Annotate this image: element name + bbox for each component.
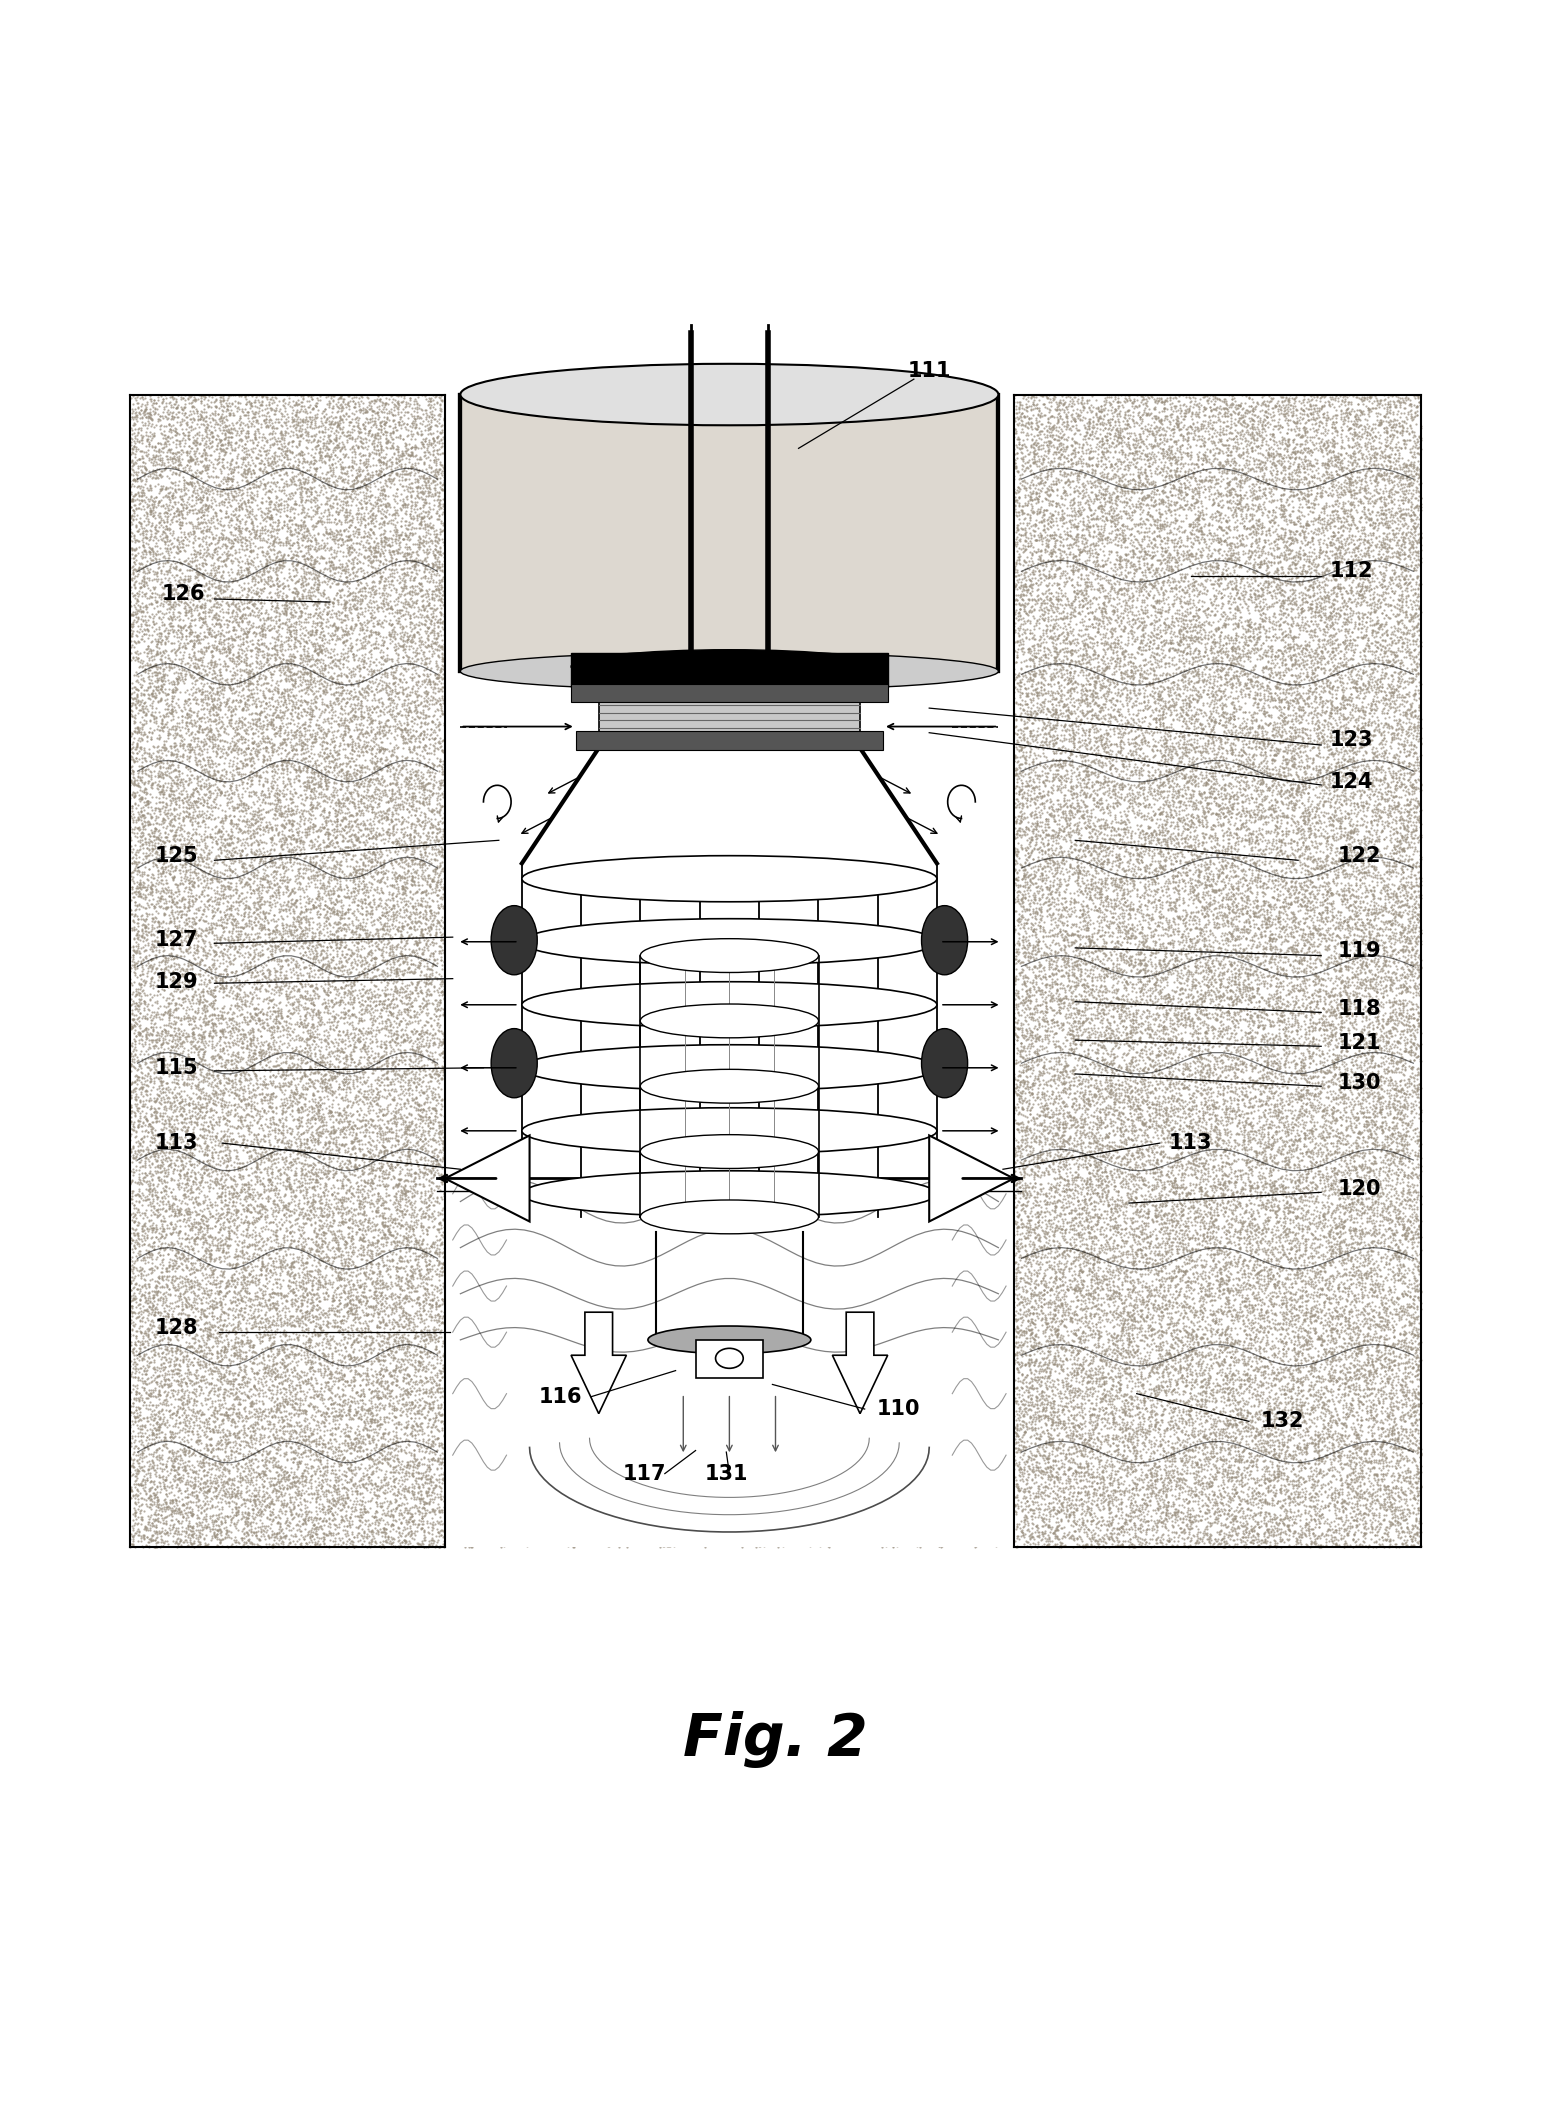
Ellipse shape — [521, 982, 937, 1028]
Ellipse shape — [641, 1134, 819, 1169]
Text: 132: 132 — [1261, 1412, 1304, 1431]
Bar — [461, 395, 999, 671]
Ellipse shape — [571, 650, 887, 684]
Text: 123: 123 — [1331, 730, 1374, 749]
Text: 122: 122 — [1339, 847, 1382, 866]
Ellipse shape — [492, 906, 537, 975]
Bar — [599, 686, 861, 747]
Text: 118: 118 — [1339, 999, 1382, 1020]
Text: 127: 127 — [154, 931, 199, 950]
Text: 131: 131 — [704, 1463, 748, 1484]
Text: 126: 126 — [161, 585, 205, 604]
Text: 130: 130 — [1339, 1072, 1382, 1093]
Text: 113: 113 — [154, 1134, 199, 1153]
Text: 111: 111 — [907, 361, 951, 382]
Ellipse shape — [521, 1172, 937, 1216]
Ellipse shape — [461, 363, 999, 424]
Polygon shape — [571, 1313, 627, 1414]
Text: 124: 124 — [1331, 773, 1374, 792]
Ellipse shape — [461, 652, 999, 690]
Text: 112: 112 — [1331, 562, 1374, 581]
Bar — [695, 1340, 763, 1378]
Ellipse shape — [521, 1108, 937, 1155]
Ellipse shape — [492, 1028, 537, 1098]
Text: 113: 113 — [1169, 1134, 1213, 1153]
Text: 121: 121 — [1339, 1032, 1382, 1053]
Text: 128: 128 — [154, 1317, 199, 1338]
Ellipse shape — [521, 855, 937, 901]
Text: 129: 129 — [154, 971, 199, 992]
Ellipse shape — [521, 918, 937, 965]
Text: 120: 120 — [1339, 1180, 1382, 1199]
Ellipse shape — [921, 906, 968, 975]
Ellipse shape — [641, 1005, 819, 1039]
Bar — [571, 684, 887, 703]
Bar — [575, 730, 883, 749]
Text: 116: 116 — [538, 1387, 582, 1406]
Bar — [571, 652, 887, 686]
Ellipse shape — [921, 1028, 968, 1098]
Ellipse shape — [521, 1045, 937, 1091]
Text: 119: 119 — [1339, 942, 1382, 961]
Bar — [445, 395, 1014, 1547]
Polygon shape — [833, 1313, 887, 1414]
Ellipse shape — [641, 1199, 819, 1233]
Text: 117: 117 — [624, 1463, 667, 1484]
Polygon shape — [445, 1136, 529, 1222]
Text: 110: 110 — [876, 1400, 920, 1419]
Ellipse shape — [641, 1070, 819, 1104]
Polygon shape — [929, 1136, 1014, 1222]
Ellipse shape — [641, 939, 819, 973]
Ellipse shape — [648, 1326, 811, 1353]
Text: Fig. 2: Fig. 2 — [682, 1712, 869, 1769]
Ellipse shape — [715, 1349, 743, 1368]
Text: 115: 115 — [154, 1058, 199, 1079]
Text: 125: 125 — [154, 847, 199, 866]
